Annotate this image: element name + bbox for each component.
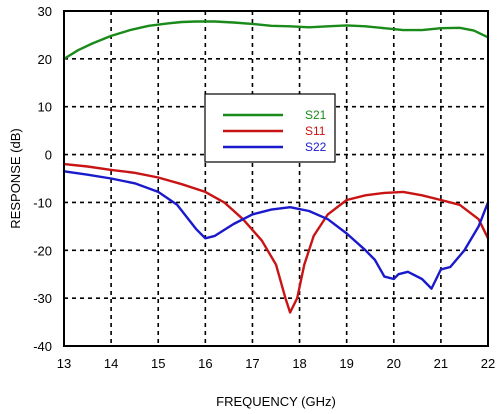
- legend-label-s22: S22: [305, 140, 327, 154]
- y-tick-label: -40: [33, 339, 52, 354]
- series-line-s21: [62, 20, 490, 61]
- x-tick-label: 22: [481, 356, 495, 371]
- x-tick-label: 17: [245, 356, 259, 371]
- x-tick-label: 13: [57, 356, 71, 371]
- y-axis-title: RESPONSE (dB): [8, 128, 23, 228]
- legend-box: [204, 93, 336, 163]
- legend-label-s11: S11: [305, 124, 326, 138]
- legend-label-s21: S21: [305, 108, 327, 122]
- x-tick-label: 16: [198, 356, 212, 371]
- x-tick-label: 19: [339, 356, 353, 371]
- legend-items: S21 S11 S22: [223, 108, 327, 154]
- y-tick-label: -30: [33, 291, 52, 306]
- series-lines: [62, 20, 490, 314]
- y-tick-label: -10: [33, 195, 52, 210]
- plot-frame: [63, 10, 489, 347]
- y-tick-label: 0: [45, 148, 52, 163]
- series-line-s22: [62, 170, 490, 290]
- series-line-s11: [62, 162, 490, 314]
- y-tick-label: 10: [38, 100, 52, 115]
- x-tick-label: 20: [387, 356, 401, 371]
- x-tick-label: 21: [434, 356, 448, 371]
- y-tick-label: 20: [38, 52, 52, 67]
- y-tick-labels: 30 20 10 0 -10 -20 -30 -40: [33, 4, 52, 354]
- y-tick-label: 30: [38, 4, 52, 19]
- x-tick-label: 14: [104, 356, 118, 371]
- legend: S21 S11 S22: [204, 93, 336, 163]
- y-tick-label: -20: [33, 243, 52, 258]
- x-tick-labels: 13 14 15 16 17 18 19 20 21 22: [57, 356, 495, 371]
- grid-lines: [64, 11, 488, 346]
- x-tick-label: 15: [151, 356, 165, 371]
- x-axis-title: FREQUENCY (GHz): [216, 394, 336, 409]
- x-tick-label: 18: [292, 356, 306, 371]
